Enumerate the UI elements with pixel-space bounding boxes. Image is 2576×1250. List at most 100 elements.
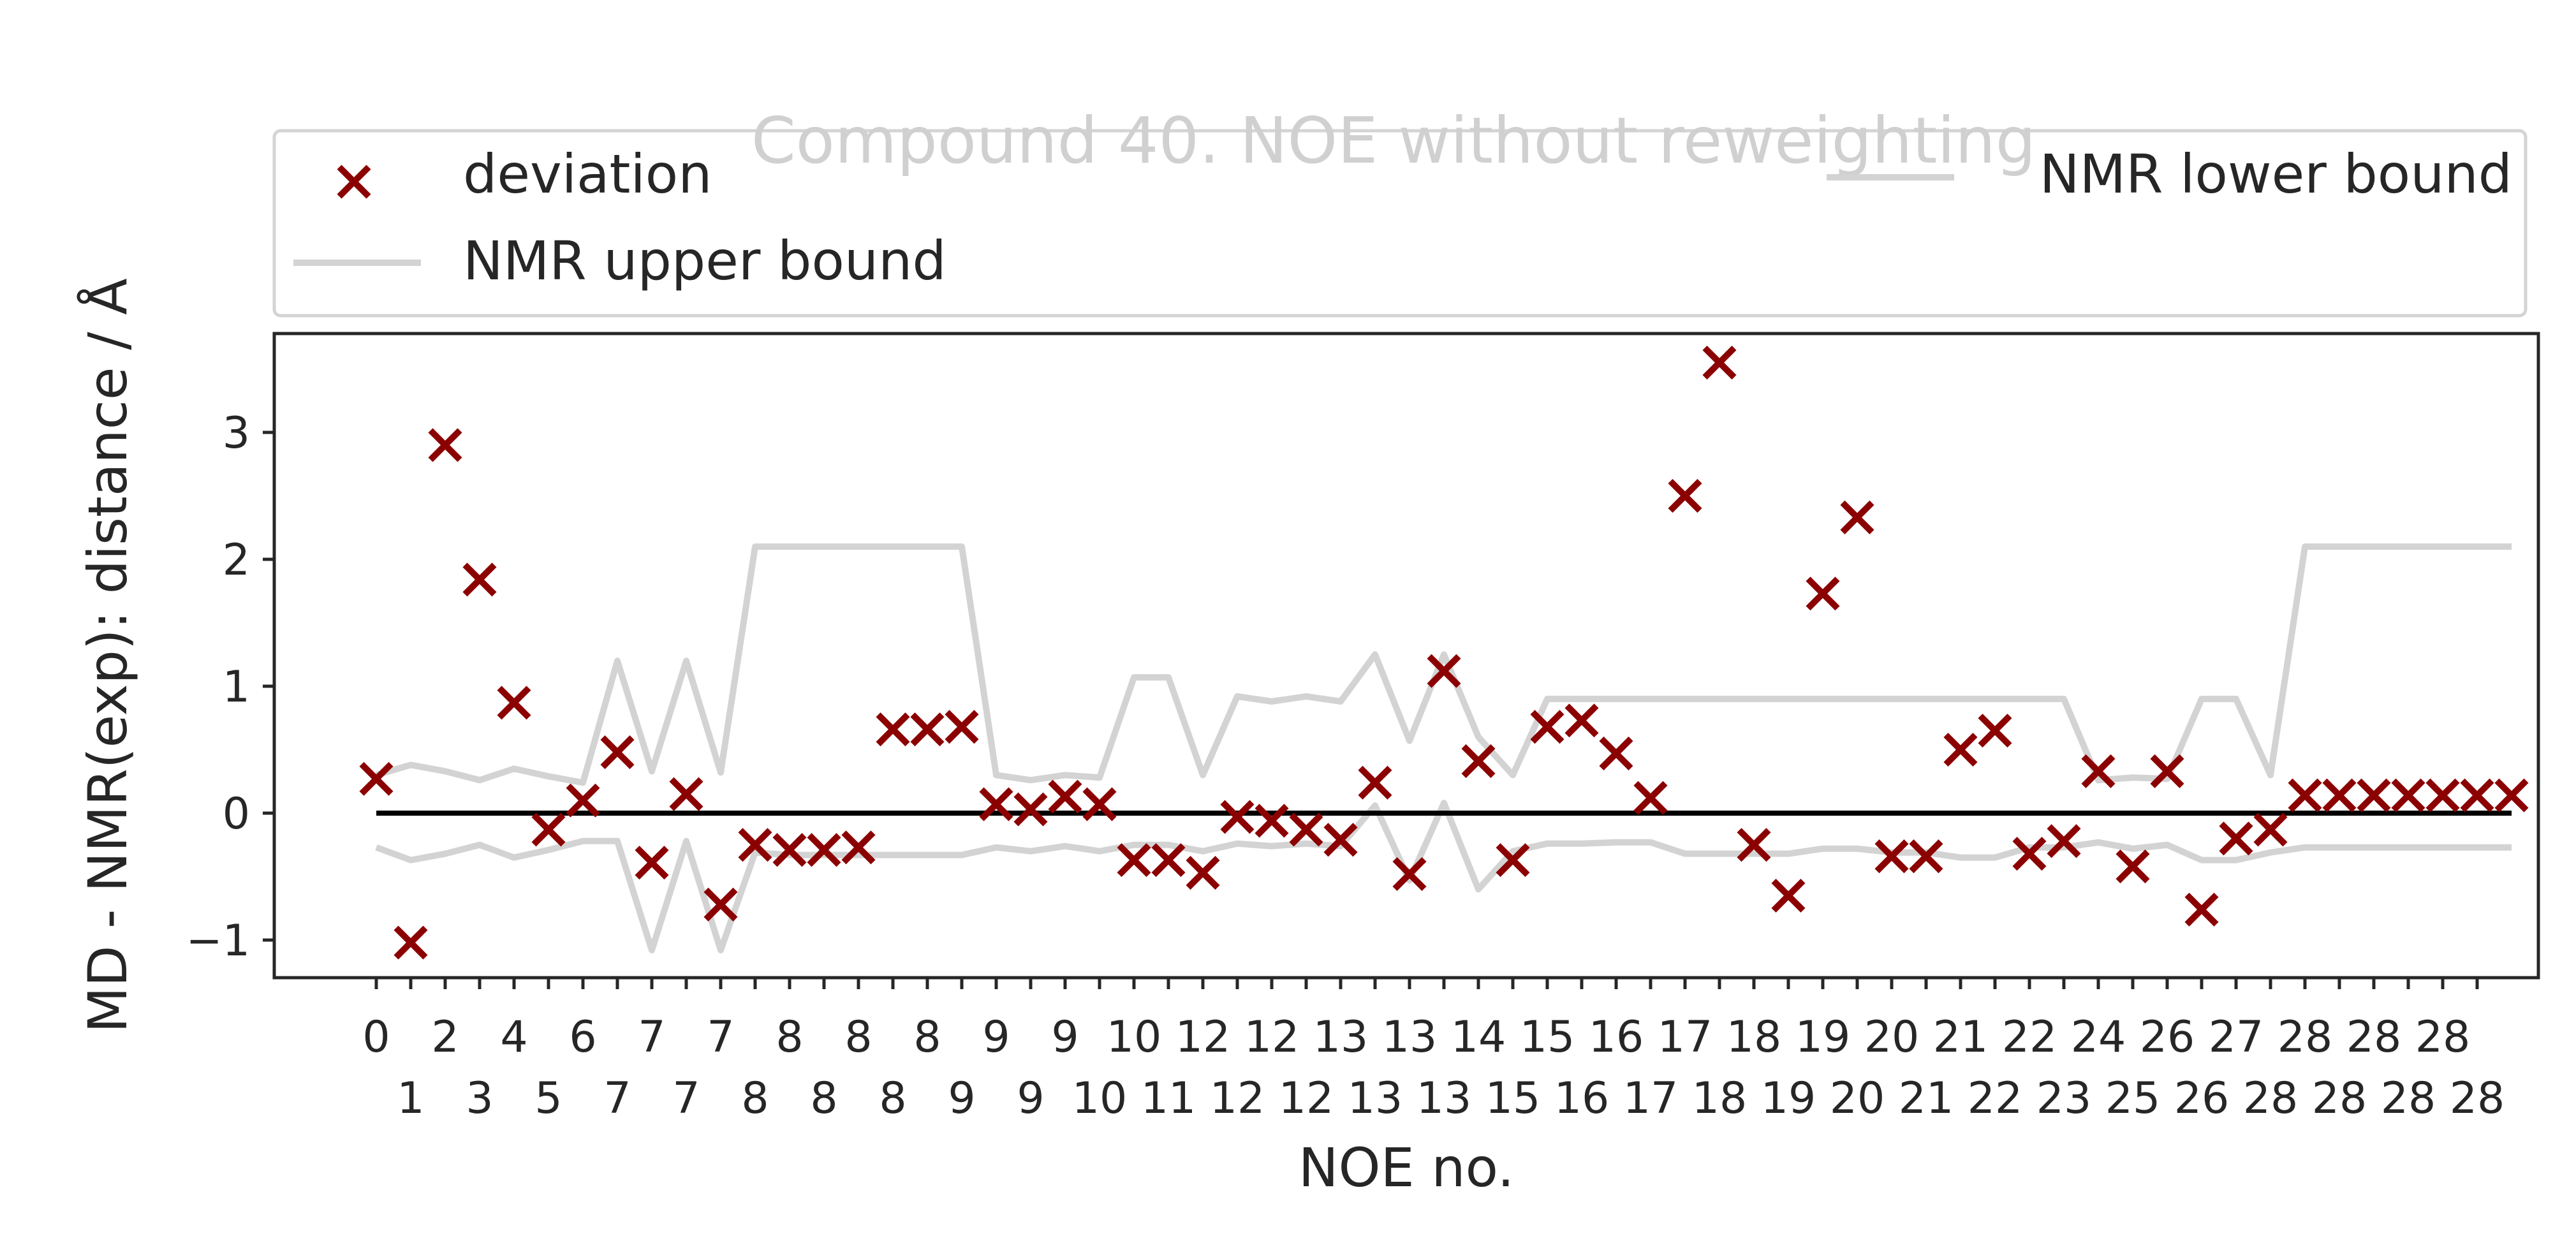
x-tick-label: 3 [466, 1073, 493, 1124]
legend-entry-deviation: deviation [337, 143, 712, 205]
legend-entry-lower-bound: NMR lower bound [1827, 143, 2512, 205]
y-ticks: −1 0 1 2 3 [186, 408, 274, 966]
x-tick-label: 19 [1761, 1073, 1816, 1124]
x-tick-label: 13 [1348, 1073, 1403, 1124]
x-tick-label: 28 [2381, 1073, 2436, 1124]
deviation-point [1737, 828, 1771, 862]
deviation-point [1599, 736, 1633, 771]
deviation-point [1013, 792, 1048, 827]
x-ticks: 0123456777788888899991010111212121213131… [362, 978, 2505, 1124]
deviation-point [2460, 778, 2494, 812]
legend-entry-upper-bound: NMR upper bound [293, 230, 946, 292]
deviation-point [1392, 857, 1427, 892]
deviation-point [1048, 779, 1082, 814]
legend-box [272, 129, 2528, 318]
deviation-point [1255, 804, 1289, 838]
deviation-point [1323, 823, 1358, 857]
deviation-point [2425, 778, 2460, 812]
x-tick-label: 27 [2209, 1012, 2264, 1062]
deviation-point [703, 887, 738, 922]
deviation-point [2494, 778, 2529, 812]
deviation-point [1771, 878, 1806, 913]
deviation-point [841, 830, 876, 865]
deviation-point [1564, 703, 1599, 738]
x-tick-label: 28 [2312, 1073, 2367, 1124]
x-tick-label: 20 [1864, 1012, 1920, 1062]
deviation-point [1496, 843, 1530, 878]
deviation-point [2391, 778, 2425, 812]
deviation-point [1151, 843, 1186, 878]
plot-frame [272, 332, 2540, 980]
x-tick-label: 8 [741, 1073, 769, 1124]
x-tick-label: 4 [500, 1012, 527, 1062]
x-tick-label: 13 [1382, 1012, 1438, 1062]
y-tick-label: 2 [223, 535, 250, 585]
deviation-point [394, 925, 428, 960]
x-tick-label: 12 [1210, 1073, 1265, 1124]
x-tick-label: 8 [810, 1073, 837, 1124]
deviation-point [1358, 765, 1392, 800]
x-tick-label: 28 [2278, 1012, 2333, 1062]
x-tick-label: 6 [569, 1012, 596, 1062]
x-tick-label: 26 [2174, 1073, 2230, 1124]
deviation-point [1909, 839, 1943, 874]
y-tick-label: 1 [223, 662, 250, 712]
x-tick-label: 1 [397, 1073, 424, 1124]
x-tick-label: 13 [1417, 1073, 1472, 1124]
deviation-point [359, 761, 394, 796]
deviation-point [2081, 754, 2116, 788]
deviation-point [2184, 892, 2219, 927]
x-tick-label: 23 [2036, 1073, 2092, 1124]
x-tick-label: 7 [672, 1073, 700, 1124]
deviation-point [2288, 778, 2322, 812]
deviation-point [566, 783, 600, 818]
x-tick-label: 16 [1554, 1073, 1610, 1124]
x-tick-label: 12 [1175, 1012, 1231, 1062]
x-tick-label: 28 [2450, 1073, 2505, 1124]
deviation-point [910, 712, 945, 747]
deviation-point [2322, 778, 2357, 812]
x-tick-label: 22 [1968, 1073, 2023, 1124]
x-tick-label: 9 [982, 1012, 1010, 1062]
x-tick-label: 8 [844, 1012, 872, 1062]
x-tick-label: 12 [1244, 1012, 1300, 1062]
x-tick-label: 9 [1017, 1073, 1044, 1124]
x-tick-label: 21 [1899, 1073, 1954, 1124]
x-tick-label: 15 [1485, 1073, 1541, 1124]
deviation-point [1082, 787, 1117, 821]
deviation-point [1668, 478, 1702, 513]
x-tick-label: 16 [1589, 1012, 1644, 1062]
x-tick-label: 21 [1933, 1012, 1989, 1062]
x-tick-label: 10 [1107, 1012, 1162, 1062]
deviation-point [738, 828, 772, 862]
deviation-point [428, 428, 462, 462]
deviation-point [2012, 837, 2047, 871]
deviation-point [2253, 812, 2288, 847]
y-tick-label: 3 [223, 408, 250, 459]
x-tick-label: 7 [603, 1073, 631, 1124]
x-tick-label: 2 [431, 1012, 459, 1062]
deviation-point [2150, 754, 2184, 788]
deviation-point [1840, 500, 1874, 534]
deviation-point [2116, 849, 2150, 884]
deviation-point [807, 833, 841, 867]
x-tick-label: 13 [1313, 1012, 1369, 1062]
deviation-point [1874, 839, 1909, 874]
deviation-point [1220, 800, 1255, 834]
deviation-point [1702, 346, 1737, 380]
x-tick-label: 17 [1658, 1012, 1713, 1062]
deviation-point [945, 710, 979, 744]
x-tick-label: 8 [776, 1012, 803, 1062]
x-tick-label: 19 [1795, 1012, 1851, 1062]
x-tick-label: 14 [1451, 1012, 1506, 1062]
deviation-point [600, 735, 635, 770]
x-tick-label: 10 [1072, 1073, 1128, 1124]
x-tick-label: 22 [2002, 1012, 2057, 1062]
x-tick-label: 24 [2071, 1012, 2126, 1062]
x-tick-label: 28 [2415, 1012, 2471, 1062]
deviation-point [1117, 843, 1151, 878]
deviation-point [876, 712, 910, 747]
deviation-point [1186, 855, 1220, 890]
x-tick-label: 9 [948, 1073, 975, 1124]
